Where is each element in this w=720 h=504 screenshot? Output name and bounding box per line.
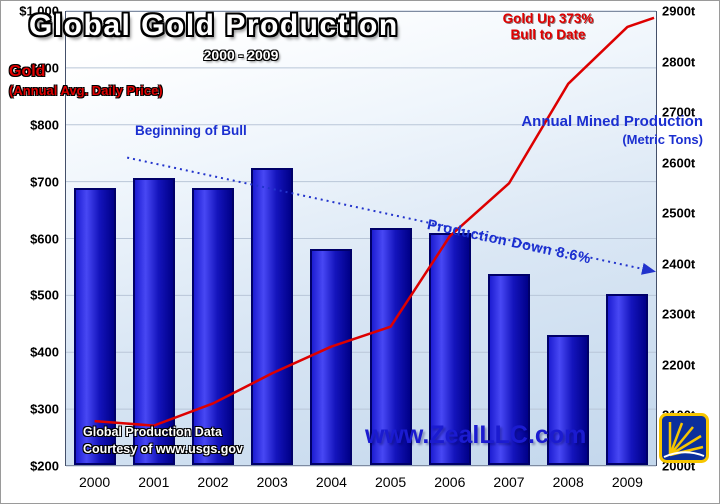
x-axis-label-2002: 2002: [197, 474, 229, 490]
x-axis-label-2003: 2003: [256, 474, 288, 490]
chart-title: Global Gold Production: [29, 9, 399, 42]
x-axis-label-2008: 2008: [552, 474, 584, 490]
right-series-label: Annual Mined Production (Metric Tons): [521, 113, 703, 147]
data-credit: Global Production Data Courtesy of www.u…: [83, 424, 243, 458]
left-series-label: Gold (Annual Avg. Daily Price): [9, 63, 163, 98]
zeal-logo-icon: [659, 413, 709, 463]
zeal-logo: [659, 413, 709, 463]
data-credit-line2: Courtesy of www.usgs.gov: [83, 442, 243, 456]
annotation-gold-up-line2: Bull to Date: [510, 27, 586, 42]
x-axis-label-2007: 2007: [493, 474, 525, 490]
x-axis-label-2004: 2004: [315, 474, 347, 490]
right-series-label-line1: Annual Mined Production: [521, 113, 703, 130]
x-axis-label-2000: 2000: [79, 474, 111, 490]
left-axis-tick-5: $500: [30, 287, 59, 303]
right-axis-tick-6: 2300t: [662, 306, 696, 322]
right-axis-tick-1: 2800t: [662, 54, 696, 70]
annotation-gold-up: Gold Up 373% Bull to Date: [463, 11, 633, 43]
left-axis-tick-6: $400: [30, 344, 59, 360]
right-axis-tick-4: 2500t: [662, 205, 696, 221]
left-axis-tick-2: $800: [30, 117, 59, 133]
x-axis-label-2005: 2005: [375, 474, 407, 490]
watermark-text: www.ZealLLC.com: [365, 421, 587, 449]
left-axis-tick-8: $200: [30, 458, 59, 474]
right-axis-tick-3: 2600t: [662, 155, 696, 171]
data-credit-line1: Global Production Data: [83, 425, 222, 439]
left-series-label-line1: Gold: [9, 63, 46, 80]
wave-line: [663, 451, 705, 458]
right-axis-tick-0: 2900t: [662, 3, 696, 19]
right-axis-tick-7: 2200t: [662, 357, 696, 373]
right-series-label-line2: (Metric Tons): [622, 132, 703, 147]
x-axis-label-2001: 2001: [138, 474, 170, 490]
right-axis-tick-5: 2400t: [662, 256, 696, 272]
chart-subtitle: 2000 - 2009: [203, 47, 279, 63]
annotation-beginning-of-bull: Beginning of Bull: [135, 123, 247, 138]
left-series-label-line2: (Annual Avg. Daily Price): [9, 83, 163, 98]
x-axis-label-2006: 2006: [434, 474, 466, 490]
left-axis-tick-3: $700: [30, 174, 59, 190]
left-axis-tick-7: $300: [30, 401, 59, 417]
x-axis-label-2009: 2009: [611, 474, 643, 490]
left-axis-tick-4: $600: [30, 231, 59, 246]
annotation-gold-up-line1: Gold Up 373%: [502, 11, 594, 26]
